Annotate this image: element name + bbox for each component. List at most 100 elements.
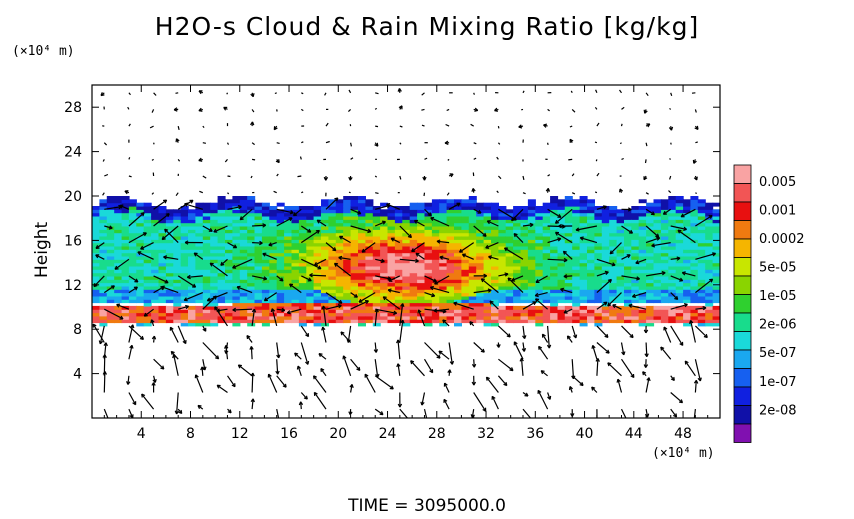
field-cell [439,222,448,227]
field-cell [409,272,418,277]
mixing-ratio-field [92,196,720,327]
field-cell [668,285,677,290]
field-cell [343,249,352,254]
field-cell [269,282,278,287]
wind-arrow-head [251,308,255,313]
wind-arrow-head [635,262,640,265]
field-cell [446,226,455,230]
field-cell [335,269,344,274]
field-cell [313,232,322,237]
field-cell [513,252,522,257]
wind-arrow [202,175,207,179]
field-cell [417,312,426,317]
field-cell [653,312,662,317]
field-cell [232,265,241,270]
field-cell [106,295,115,300]
field-cell [114,229,123,234]
field-cell [520,212,529,217]
field-cell [587,226,595,230]
field-cell [387,285,396,290]
field-cell [165,285,174,290]
field-cell [217,232,226,237]
wind-arrow [555,231,573,244]
field-cell [239,249,248,254]
field-cell [284,292,293,297]
wind-arrow [297,365,302,376]
wind-arrow [538,346,549,360]
field-cell [151,239,160,244]
field-cell [239,255,248,260]
field-cell [431,239,440,244]
field-cell [306,252,315,257]
field-cell [431,242,440,247]
field-cell [579,202,588,207]
field-cell [646,309,655,314]
field-cell [394,255,403,260]
field-cell [683,272,692,277]
field-cell [609,295,618,300]
field-cell [660,319,669,324]
field-cell [128,249,137,254]
field-cell [106,309,115,314]
field-cell [306,265,315,270]
field-cell [446,319,455,324]
field-cell [269,305,278,310]
field-cell [697,209,706,214]
colorbar-swatch [733,201,752,221]
wind-arrow-head [575,229,580,232]
field-cell [520,285,529,290]
wind-arrow-head [572,375,576,380]
field-cell [402,279,411,284]
field-cell [350,216,359,220]
field-cell [624,319,632,324]
field-cell [638,212,647,217]
wind-arrow [161,286,179,294]
field-cell [343,272,352,277]
field-cell [616,236,625,240]
field-cell [483,309,492,314]
field-cell [572,319,581,324]
field-cell [624,282,632,287]
wind-arrow-head [689,320,692,324]
field-cell [276,269,285,274]
field-cell [572,292,581,297]
colorbar-swatch [733,164,752,184]
field-cell [239,262,248,267]
field-cell [491,289,499,294]
field-cell [158,229,167,234]
field-cell [165,275,174,280]
wind-arrow [252,242,263,244]
field-cell [195,216,204,220]
field-cell [394,282,403,287]
field-cell [505,282,514,287]
field-cell [594,265,603,270]
field-cell [557,259,566,264]
field-cell [587,295,595,300]
field-cell [705,299,714,304]
field-cell [261,265,270,270]
field-cell [535,265,544,270]
field-cell [468,259,477,264]
field-cell [350,319,359,324]
field-cell [601,289,610,294]
field-cell [232,282,241,287]
field-cell [697,275,706,280]
field-cell [520,295,529,300]
wind-arrow-head [229,409,232,413]
wind-arrow-head [198,159,203,162]
field-cell [409,222,418,227]
field-cell [683,319,692,324]
field-cell [225,212,233,217]
field-cell [328,206,337,210]
field-cell [343,226,352,230]
field-cell [683,255,692,260]
field-cell [417,282,426,287]
field-cell [454,295,462,300]
field-cell [343,262,352,267]
field-cell [476,242,485,247]
wind-arrow-head [249,346,252,350]
field-cell [180,249,189,254]
wind-arrow [103,342,107,360]
field-cell [535,282,544,287]
wind-arrow-head [478,209,482,214]
